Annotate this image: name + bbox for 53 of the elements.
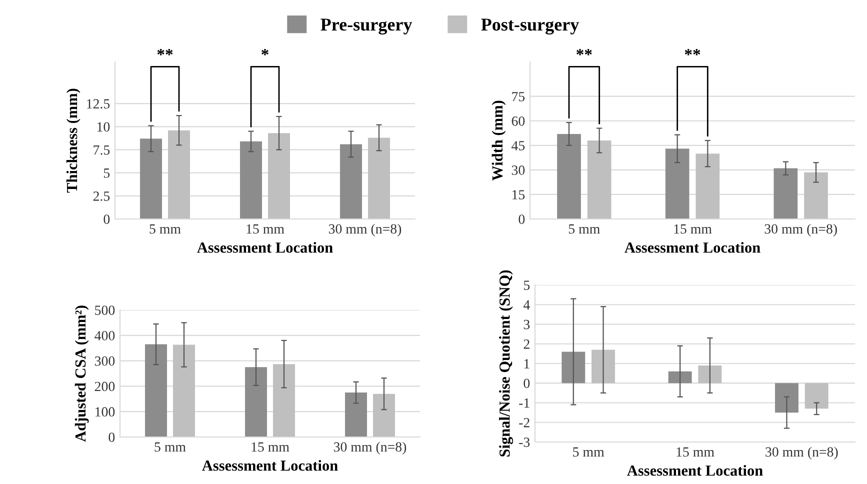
y-tick-label: -1 — [519, 398, 530, 408]
y-tick-label: 0 — [108, 432, 115, 442]
x-axis-title: Assessment Location — [627, 465, 763, 476]
x-tick-label: 30 mm (n=8) — [334, 442, 406, 454]
x-tick-label: 15 mm — [676, 447, 714, 457]
x-axis-title: Assessment Location — [197, 242, 333, 253]
text: ** — [684, 49, 700, 56]
text: * — [262, 49, 268, 56]
y-tick-label: 45 — [512, 141, 525, 150]
y-tick-label: 1 — [524, 359, 530, 368]
text: ** — [576, 49, 592, 56]
y-tick-label: 10 — [97, 122, 110, 132]
x-tick-label: 30 mm (n=8) — [766, 446, 838, 460]
x-tick-label: 5 mm — [150, 224, 181, 234]
y-tick-label: -3 — [519, 438, 530, 447]
y-axis-title: Adjusted CSA (mm²) — [74, 306, 89, 442]
x-tick-label: 5 mm — [573, 447, 604, 457]
x-tick-label: 15 mm — [674, 224, 712, 234]
x-tick-label: 5 mm — [568, 224, 600, 234]
y-tick-label: 12.5 — [87, 99, 110, 109]
y-tick-label: 3 — [524, 320, 530, 330]
y-tick-label: 300 — [94, 356, 115, 366]
y-tick-label: 2 — [524, 339, 530, 349]
y-tick-label: 100 — [96, 407, 115, 417]
y-tick-label: 400 — [94, 330, 115, 340]
x-tick-label: 30 mm (n=8) — [764, 224, 837, 236]
y-tick-label: 75 — [512, 92, 525, 102]
y-axis-title: Thickness (mm) — [66, 88, 80, 193]
x-axis-title: Assessment Location — [202, 460, 338, 471]
x-axis-title: Assessment Location — [624, 242, 760, 253]
y-tick-label: 0 — [104, 214, 110, 224]
x-tick-label: 15 mm — [252, 442, 290, 452]
y-tick-label: 30 — [512, 166, 525, 175]
legend-label: Pre-surgery — [320, 18, 412, 34]
y-tick-label: 7.5 — [94, 145, 110, 155]
y-tick-label: 5 — [524, 280, 530, 290]
y-tick-label: 15 — [512, 190, 525, 200]
x-tick-label: 5 mm — [154, 442, 186, 452]
y-tick-label: -2 — [519, 418, 530, 428]
y-axis-title: Signal/Noise Quotient (SNQ) — [499, 270, 514, 456]
y-tick-label: 60 — [512, 116, 525, 126]
y-tick-label: 4 — [523, 300, 530, 310]
x-tick-label: 30 mm (n=8) — [328, 224, 402, 236]
y-tick-label: 2.5 — [93, 192, 110, 201]
x-tick-label: 15 mm — [246, 224, 284, 234]
y-tick-label: 5 — [104, 168, 110, 178]
y-tick-label: 500 — [95, 306, 115, 315]
y-axis-title: Width (mm) — [492, 100, 506, 181]
y-tick-label: 0 — [518, 214, 525, 224]
legend-label: Post-surgery — [481, 18, 579, 34]
y-tick-label: 0 — [524, 378, 530, 388]
y-tick-label: 200 — [94, 382, 115, 392]
text: ** — [157, 49, 173, 56]
